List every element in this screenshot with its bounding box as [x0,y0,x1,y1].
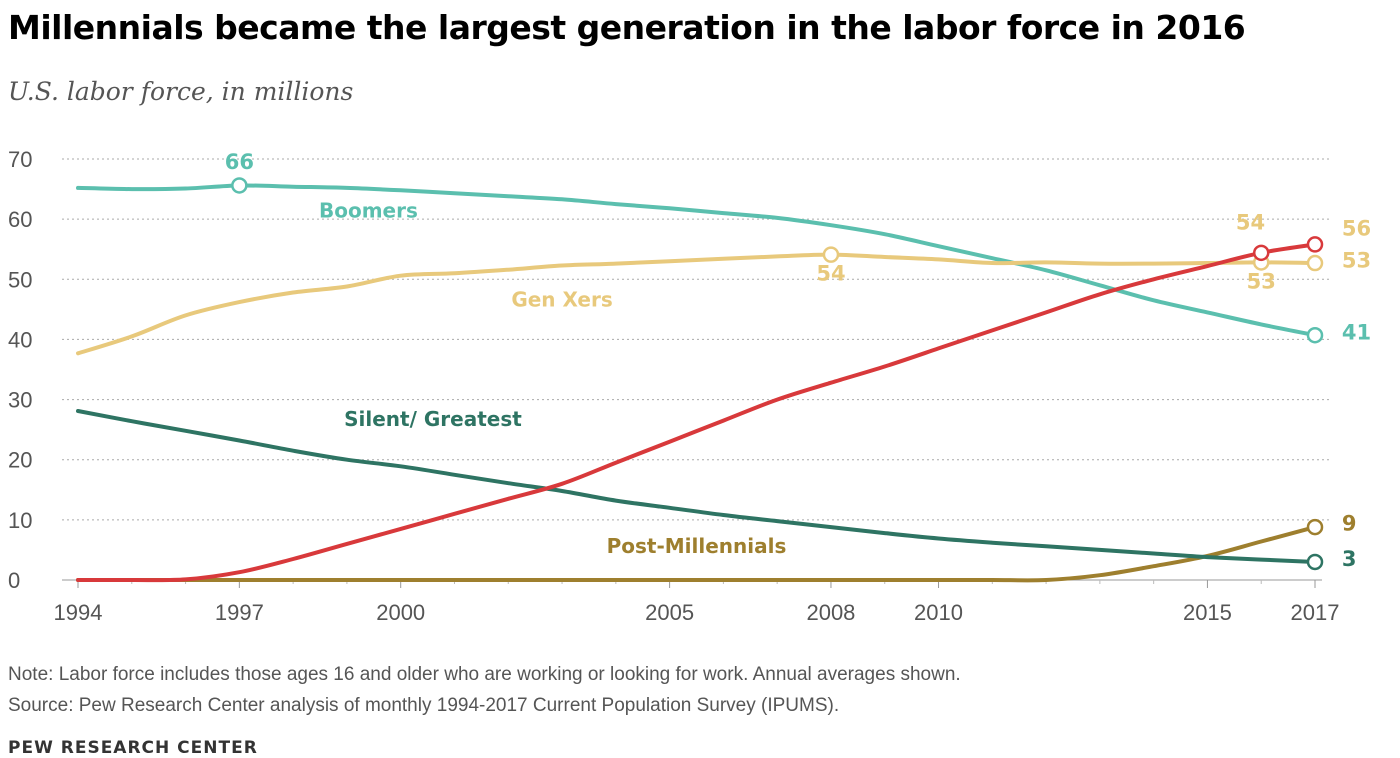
x-tick-2008: 2008 [806,600,855,625]
x-tick-2017: 2017 [1291,600,1340,625]
chart-subtitle: U.S. labor force, in millions [8,77,354,106]
x-tick-2000: 2000 [376,600,425,625]
data-label-66-0: 66 [225,150,254,174]
x-tick-2015: 2015 [1183,600,1232,625]
y-tick-40: 40 [8,327,32,352]
marker-millennials-2016 [1252,244,1270,262]
chart-note: Note: Labor force includes those ages 16… [8,664,961,685]
series-label-gen-xers: Gen Xers [511,287,612,311]
series-label-boomers: Boomers [319,198,418,222]
marker-gen-xers-2017 [1306,254,1324,272]
series-lines [76,183,1317,583]
series-markers [231,177,1324,571]
data-label-9-7: 9 [1342,512,1357,536]
data-label-3-8: 3 [1342,547,1357,571]
marker-boomers-1997 [231,177,248,194]
brand-wordmark: PEW RESEARCH CENTER [8,738,258,758]
marker-millennials-2017 [1306,236,1324,253]
series-line-post-millennials [76,525,1317,583]
chart-source: Source: Pew Research Center analysis of … [8,695,840,716]
x-tick-2010: 2010 [914,600,963,625]
series-line-silent-greatest [76,409,1317,564]
series-line-boomers [76,183,1317,338]
y-tick-10: 10 [8,508,32,533]
x-tick-1997: 1997 [215,600,264,625]
series-line-millennials [76,242,1317,583]
y-tick-50: 50 [8,267,32,292]
y-tick-30: 30 [8,388,32,413]
data-label-53-5: 53 [1247,269,1276,293]
series-label-silent-greatest: Silent/ Greatest [344,407,522,431]
series-label-post-millennials: Post-Millennials [607,534,787,558]
gridlines [62,158,1330,581]
y-tick-0: 0 [8,568,20,593]
data-label-56-3: 56 [1342,216,1371,240]
data-label-53-4: 53 [1342,248,1371,272]
marker-boomers-2017 [1306,326,1324,344]
data-label-54-2: 54 [1236,210,1265,234]
x-tick-1994: 1994 [54,600,103,625]
marker-silent-greatest-2017 [1306,553,1324,571]
y-tick-70: 70 [8,147,32,172]
marker-gen-xers-2008 [822,246,840,263]
line-chart: 0 10 20 30 40 50 60 70 1994 1997 2000 2005 2008 2010 2… [8,147,1371,625]
x-tick-2005: 2005 [645,600,694,625]
series-line-gen-xers [76,252,1317,356]
marker-post-millennials-2017 [1306,518,1324,536]
y-tick-60: 60 [8,207,32,232]
y-tick-20: 20 [8,448,32,473]
axis-ticks: 0 10 20 30 40 50 60 70 1994 1997 2000 2005 2008 2010 2… [8,147,1339,625]
chart-labels: Boomers Gen Xers Silent/ Greatest Post-Mill… [225,150,1371,571]
data-label-54-1: 54 [816,261,845,285]
chart-title: Millennials became the largest generatio… [8,8,1246,47]
data-label-41-6: 41 [1342,320,1371,344]
